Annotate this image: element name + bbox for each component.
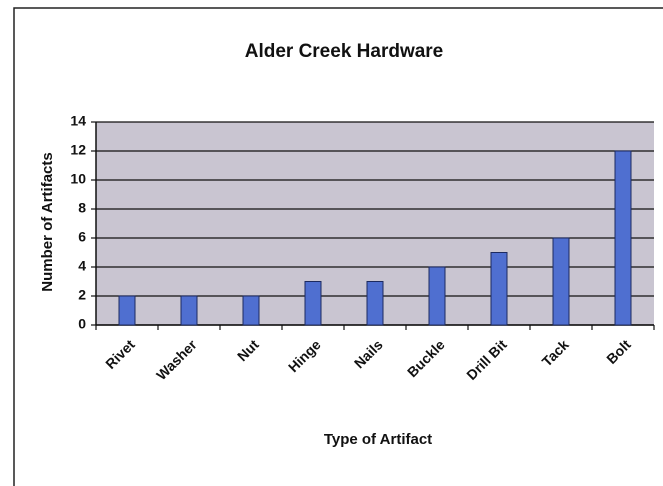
- x-axis-label: Type of Artifact: [324, 431, 432, 448]
- bar: [366, 281, 384, 326]
- bar: [180, 295, 198, 326]
- y-tick-label: 14: [70, 113, 86, 129]
- y-tick-label: 10: [70, 171, 86, 187]
- y-tick-label: 2: [78, 287, 86, 303]
- y-tick-label: 0: [78, 316, 86, 332]
- chart-title: Alder Creek Hardware: [245, 41, 444, 62]
- y-tick-label: 4: [78, 258, 86, 274]
- bar: [242, 295, 260, 326]
- bar: [118, 295, 136, 326]
- bar: [552, 237, 570, 326]
- y-tick-label: 8: [78, 200, 86, 216]
- y-axis-label: Number of Artifacts: [39, 152, 56, 291]
- y-tick-label: 12: [70, 142, 86, 158]
- bar: [490, 252, 508, 326]
- bar: [428, 266, 446, 326]
- bar: [304, 281, 322, 326]
- y-tick-label: 6: [78, 229, 86, 245]
- bar: [614, 150, 632, 326]
